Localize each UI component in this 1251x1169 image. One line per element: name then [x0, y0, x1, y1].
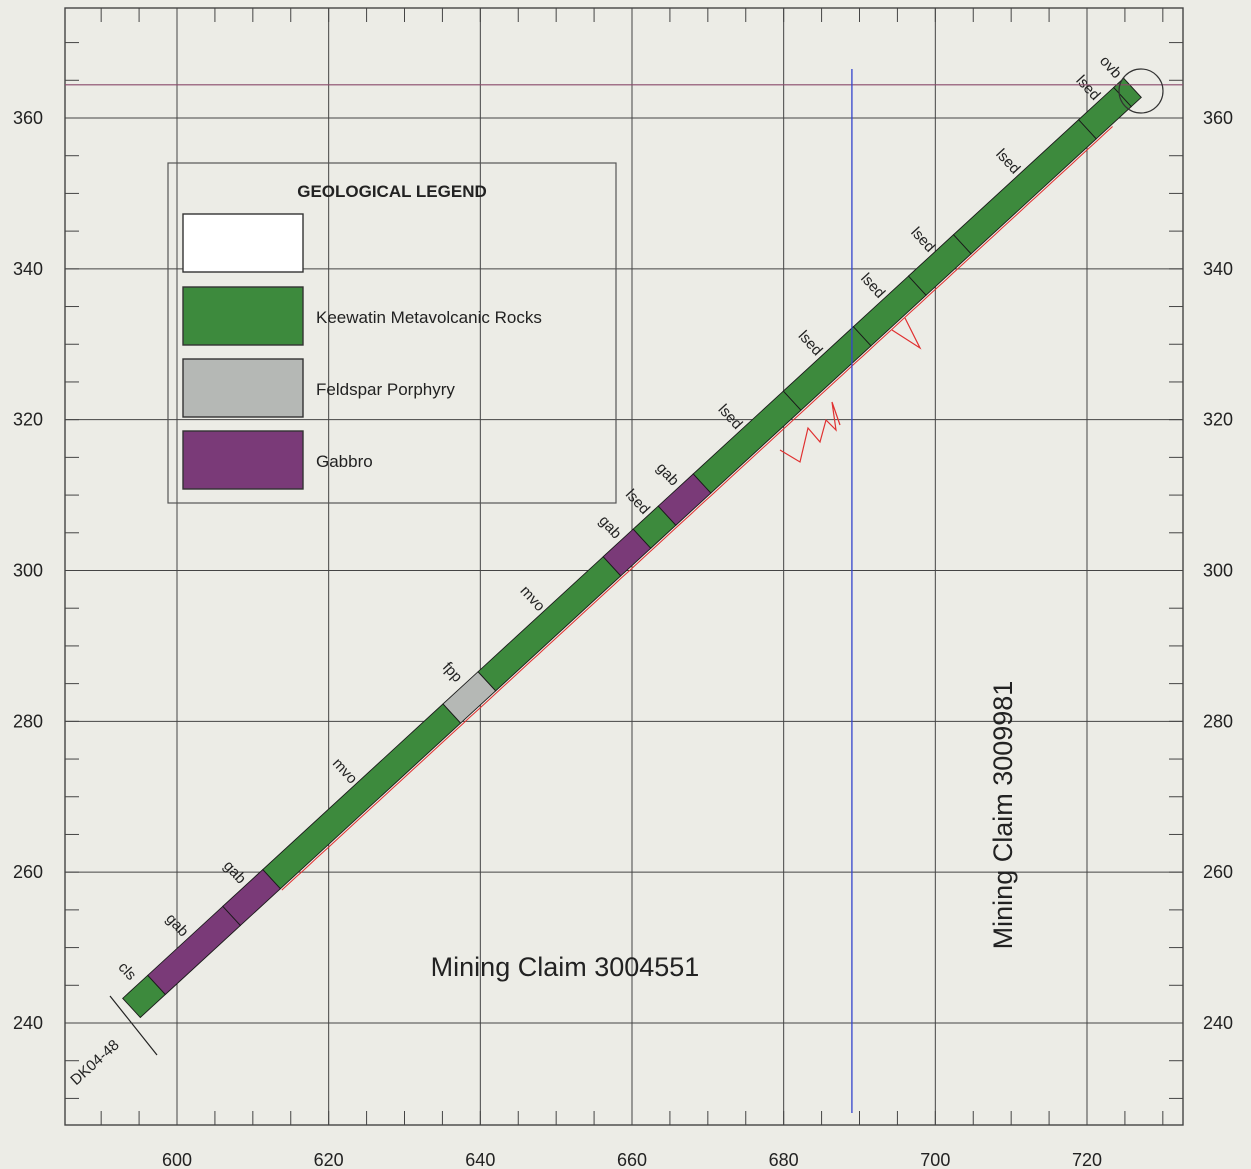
x-tick-label-700: 700 [920, 1150, 950, 1169]
trace-zigzag-2 [891, 317, 922, 350]
legend-swatch-3 [182, 430, 304, 490]
legend-swatch-2 [182, 358, 304, 418]
legend-title: GEOLOGICAL LEGEND [297, 182, 487, 201]
x-tick-label-720: 720 [1072, 1150, 1102, 1169]
legend-label-2: Feldspar Porphyry [316, 380, 455, 399]
collar-circle [1118, 68, 1164, 114]
legend-swatch-1 [182, 286, 304, 346]
trace-zigzag-1 [779, 401, 841, 463]
reference-lines [65, 68, 1183, 1113]
y-tick-label-right-360: 360 [1203, 108, 1233, 128]
x-tick-label-660: 660 [617, 1150, 647, 1169]
y-tick-label-right-340: 340 [1203, 259, 1233, 279]
y-tick-label-left-300: 300 [13, 560, 43, 580]
legend-box [167, 162, 617, 504]
y-tick-label-left-340: 340 [13, 259, 43, 279]
y-tick-label-right-240: 240 [1203, 1013, 1233, 1033]
hole-start-marker [109, 995, 158, 1056]
y-tick-label-right-280: 280 [1203, 711, 1233, 731]
trace-line [281, 126, 1113, 891]
plot-frame [64, 7, 1184, 1126]
y-tick-label-left-280: 280 [13, 711, 43, 731]
y-tick-label-right-320: 320 [1203, 410, 1233, 430]
legend-swatch-0 [182, 213, 304, 273]
red-trace [281, 126, 1113, 891]
drill-hole [122, 77, 1142, 1019]
geological-legend: GEOLOGICAL LEGEND Keewatin Metavolcanic … [167, 162, 617, 504]
x-tick-label-620: 620 [314, 1150, 344, 1169]
claim-label-3004551: Mining Claim 3004551 [431, 952, 700, 982]
collar-marker [1118, 68, 1164, 114]
x-tick-label-640: 640 [465, 1150, 495, 1169]
x-tick-label-600: 600 [162, 1150, 192, 1169]
legend-label-1: Keewatin Metavolcanic Rocks [316, 308, 542, 327]
claim-label-3009981: Mining Claim 3009981 [988, 681, 1018, 950]
y-tick-label-left-240: 240 [13, 1013, 43, 1033]
axis-ticks: 600 620 640 660 680 700 720 240 240 260 260 280 280 3… [13, 8, 1233, 1169]
legend-label-3: Gabbro [316, 452, 373, 471]
y-tick-label-left-320: 320 [13, 410, 43, 430]
y-tick-label-left-360: 360 [13, 108, 43, 128]
x-tick-label-680: 680 [769, 1150, 799, 1169]
y-tick-label-left-260: 260 [13, 862, 43, 882]
y-tick-label-right-300: 300 [1203, 560, 1233, 580]
y-tick-label-right-260: 260 [1203, 862, 1233, 882]
